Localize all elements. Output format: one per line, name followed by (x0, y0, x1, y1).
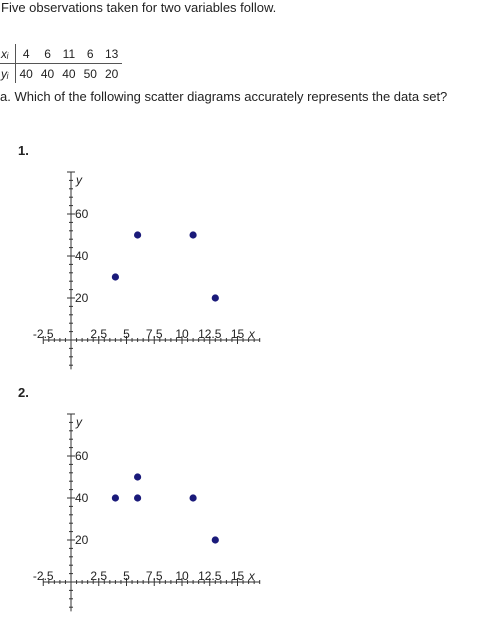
y-tick-label: 60 (75, 207, 89, 221)
x-value: 4 (15, 44, 37, 64)
question-text: a. Which of the following scatter diagra… (0, 89, 447, 104)
y-tick-label: 60 (75, 449, 89, 463)
y-row-header: yᵢ (0, 64, 15, 84)
option-2-label: 2. (18, 385, 29, 400)
y-tick-label: 20 (75, 291, 89, 305)
x-tick-label: -2.5 (33, 569, 54, 583)
data-point (212, 294, 219, 301)
x-tick-label: 5 (123, 327, 130, 341)
y-tick-label: 20 (75, 533, 89, 547)
y-row: yᵢ 40 40 40 50 20 (0, 64, 122, 84)
x-row-header: xᵢ (0, 44, 15, 64)
y-axis-label: y (75, 173, 83, 187)
x-tick-label: 12.5 (198, 569, 222, 583)
y-value: 20 (101, 64, 122, 84)
x-tick-label: 10 (175, 569, 189, 583)
y-value: 40 (58, 64, 79, 84)
data-point (134, 494, 141, 501)
x-value: 13 (101, 44, 122, 64)
data-point (134, 473, 141, 480)
data-point (190, 494, 197, 501)
data-point (134, 231, 141, 238)
scatter-plot-option-1: -2.5 2.5 5 7.5 10 12.5 15 20 40 60 x y (0, 165, 330, 400)
intro-text: Five observations taken for two variable… (1, 0, 276, 15)
data-point (190, 231, 197, 238)
x-row: xᵢ 4 6 11 6 13 (0, 44, 122, 64)
x-axis-label: x (248, 569, 256, 583)
data-point (112, 494, 119, 501)
x-tick-label: 15 (231, 327, 245, 341)
x-tick-label: 5 (123, 569, 130, 583)
x-axis-label: x (248, 327, 256, 341)
x-tick-label: 7.5 (146, 569, 163, 583)
y-tick-label: 40 (75, 491, 89, 505)
x-tick-label: 2.5 (90, 569, 107, 583)
x-tick-label: 12.5 (198, 327, 222, 341)
x-tick-label: 2.5 (90, 327, 107, 341)
data-point (112, 273, 119, 280)
x-value: 6 (80, 44, 101, 64)
y-tick-label: 40 (75, 249, 89, 263)
y-value: 40 (37, 64, 58, 84)
x-value: 6 (37, 44, 58, 64)
y-axis-label: y (75, 415, 83, 429)
option-1-label: 1. (18, 143, 29, 158)
y-value: 50 (80, 64, 101, 84)
x-tick-label: 15 (231, 569, 245, 583)
x-tick-label: 7.5 (146, 327, 163, 341)
x-value: 11 (58, 44, 79, 64)
data-point (212, 536, 219, 543)
scatter-plot-option-2: -2.5 2.5 5 7.5 10 12.5 15 20 40 60 x y (0, 407, 330, 642)
observations-table: xᵢ 4 6 11 6 13 yᵢ 40 40 40 50 20 (0, 44, 122, 83)
x-tick-label: -2.5 (33, 327, 54, 341)
x-tick-label: 10 (175, 327, 189, 341)
y-value: 40 (15, 64, 37, 84)
